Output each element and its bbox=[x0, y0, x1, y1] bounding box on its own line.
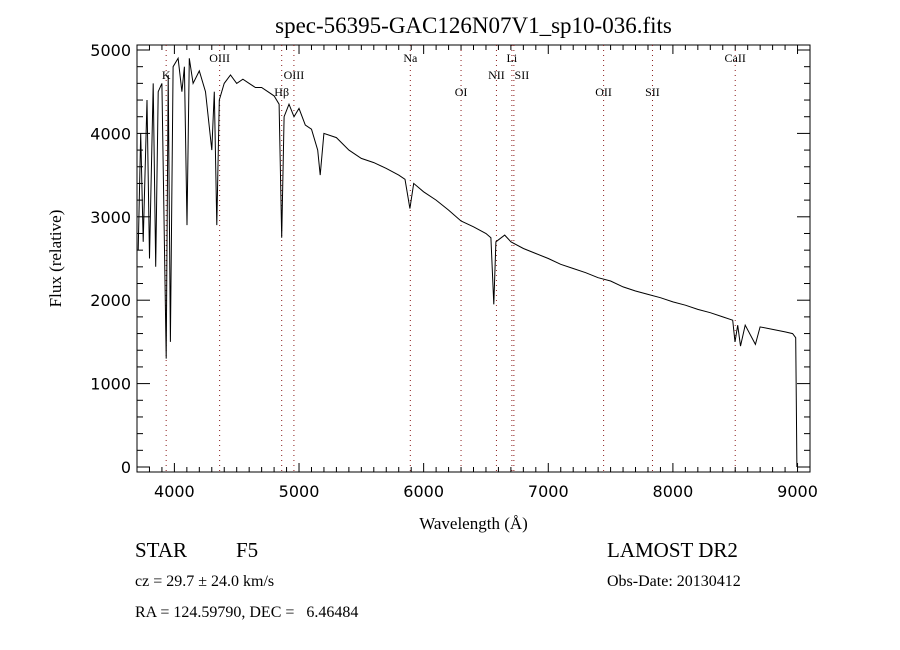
line-label-sii: SII bbox=[645, 85, 660, 99]
chart-title: spec-56395-GAC126N07V1_sp10-036.fits bbox=[275, 13, 672, 38]
line-label-oiii: OIII bbox=[284, 68, 305, 82]
y-tick-label: 5000 bbox=[90, 41, 131, 60]
x-tick-label: 4000 bbox=[154, 482, 195, 501]
object-subclass: F5 bbox=[236, 538, 259, 562]
y-tick-label: 0 bbox=[121, 458, 131, 477]
line-label-li: Li bbox=[507, 51, 518, 65]
survey-label: LAMOST DR2 bbox=[607, 538, 738, 562]
line-label-oi: OI bbox=[455, 85, 468, 99]
x-tick-label: 8000 bbox=[653, 482, 694, 501]
line-label-sii: SII bbox=[515, 68, 530, 82]
obs-date: Obs-Date: 20130412 bbox=[607, 573, 741, 590]
object-class: STAR bbox=[135, 538, 187, 562]
plot-frame bbox=[136, 44, 811, 473]
y-tick-label: 1000 bbox=[90, 375, 131, 394]
y-tick-label: 4000 bbox=[90, 124, 131, 143]
line-label-oiii: OIII bbox=[209, 51, 230, 65]
coordinates-text: RA = 124.59790, DEC = 6.46484 bbox=[135, 604, 359, 621]
line-label-oii: OII bbox=[595, 85, 612, 99]
x-tick-label: 9000 bbox=[777, 482, 818, 501]
y-tick-label: 2000 bbox=[90, 291, 131, 310]
x-tick-label: 6000 bbox=[403, 482, 444, 501]
x-axis-label: Wavelength (Å) bbox=[419, 514, 528, 533]
line-label-na: Na bbox=[403, 51, 418, 65]
line-label-caii: CaII bbox=[725, 51, 746, 65]
y-axis-label: Flux (relative) bbox=[46, 210, 65, 308]
line-label-k: K bbox=[162, 68, 171, 82]
spectrum-line bbox=[137, 56, 798, 468]
line-label-hβ: Hβ bbox=[274, 85, 289, 99]
x-tick-label: 7000 bbox=[528, 482, 569, 501]
redshift-text: cz = 29.7 ± 24.0 km/s bbox=[135, 573, 275, 590]
y-tick-label: 3000 bbox=[90, 208, 131, 227]
line-label-nii: NII bbox=[488, 68, 505, 82]
x-tick-label: 5000 bbox=[279, 482, 320, 501]
